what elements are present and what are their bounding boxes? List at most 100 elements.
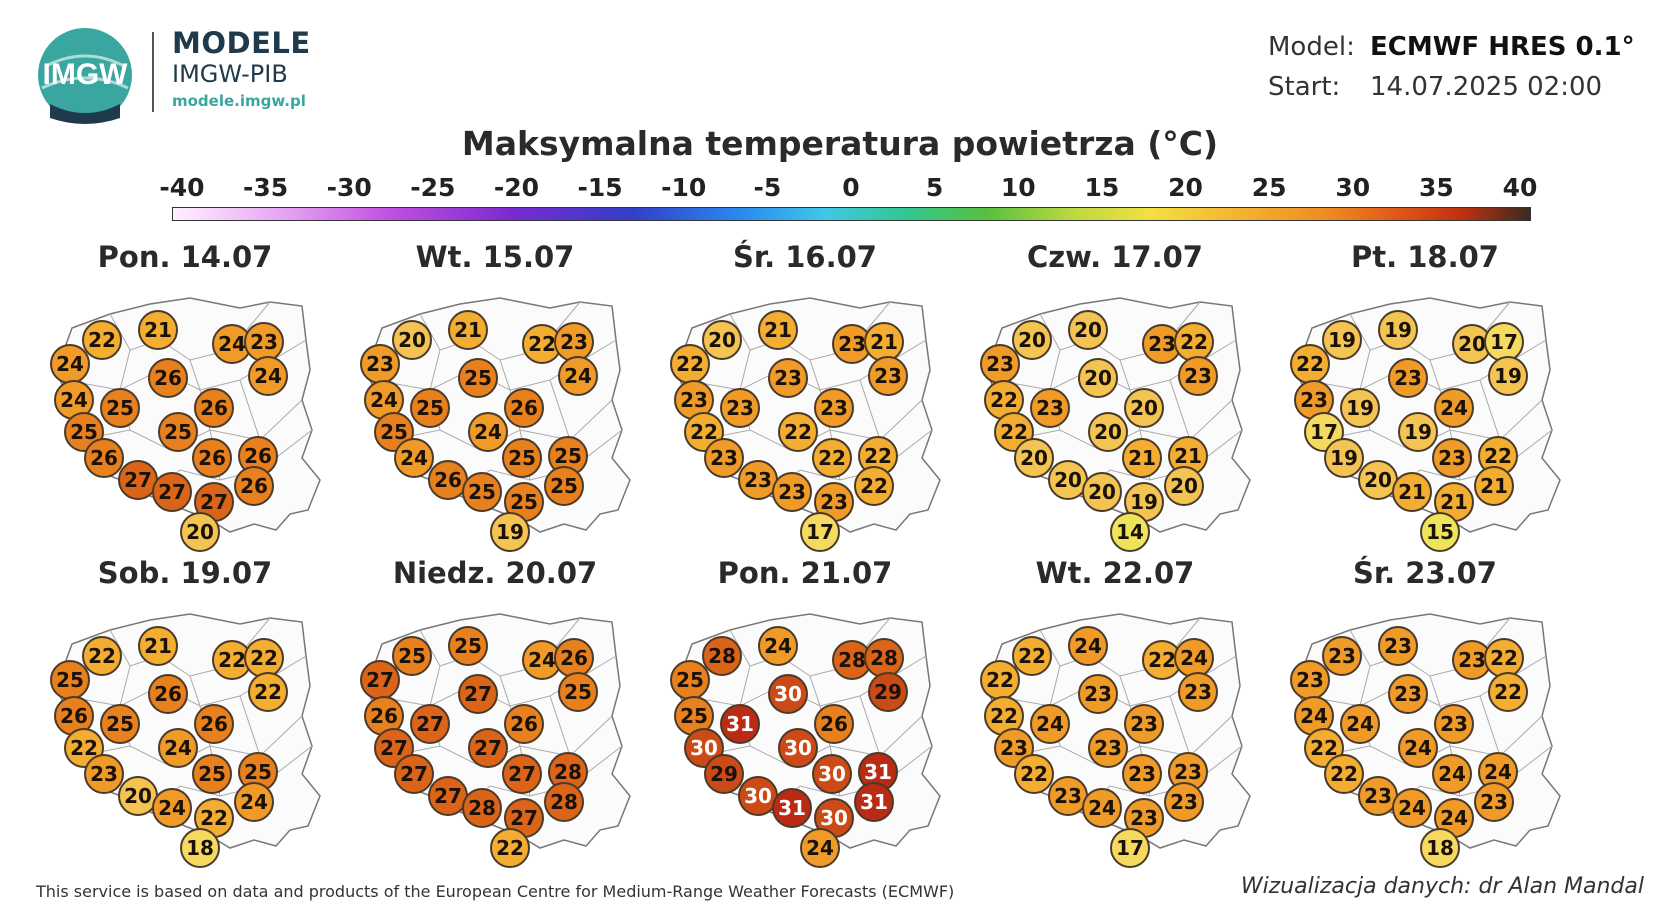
temperature-badge: 26: [504, 388, 544, 428]
temperature-badge: 22: [980, 660, 1020, 700]
temperature-badge: 21: [1122, 438, 1162, 478]
temperature-badge: 22: [1014, 754, 1054, 794]
temperature-badge: 22: [82, 320, 122, 360]
temperature-badge: 21: [758, 310, 798, 350]
temperature-badge: 22: [1324, 754, 1364, 794]
temperature-badge: 22: [1290, 344, 1330, 384]
temperature-badge: 24: [800, 828, 840, 868]
temperature-badge: 20: [1068, 310, 1108, 350]
temperature-badge: 17: [1110, 828, 1150, 868]
forecast-map: Niedz. 20.07 25 25 24 27 26 25 26 27 27 27 26 27 27 27…: [340, 556, 650, 868]
temperature-badge: 20: [1012, 320, 1052, 360]
map-date-title: Śr. 16.07: [733, 240, 877, 274]
temperature-badge: 30: [812, 754, 852, 794]
map-date-title: Pon. 14.07: [97, 240, 273, 274]
forecast-map: Wt. 15.07 20 21 22 23 23 24 24 25 25 25 26 24 25 24 25 2…: [340, 240, 650, 552]
legend-tick: -10: [661, 173, 707, 202]
legend-tick: 0: [842, 173, 860, 202]
temperature-badge: 27: [394, 754, 434, 794]
temperature-badge: 22: [1012, 636, 1052, 676]
temperature-badge: 23: [1124, 704, 1164, 744]
start-info: Start: 14.07.2025 02:00: [1268, 72, 1602, 102]
temperature-badge: 22: [812, 438, 852, 478]
temperature-badge: 20: [118, 776, 158, 816]
temperature-badge: 19: [1340, 388, 1380, 428]
temperature-badge: 31: [720, 704, 760, 744]
temperature-badge: 23: [1164, 782, 1204, 822]
credit-text: Wizualizacja danych: dr Alan Mandal: [1240, 874, 1644, 899]
temperature-badge: 23: [1434, 704, 1474, 744]
temperature-badge: 23: [994, 728, 1034, 768]
temperature-badge: 23: [84, 754, 124, 794]
temperature-badge: 26: [194, 388, 234, 428]
temperature-badge: 25: [670, 660, 710, 700]
model-label: Model:: [1268, 32, 1355, 62]
temperature-badge: 23: [1378, 626, 1418, 666]
temperature-badge: 23: [1030, 388, 1070, 428]
temperature-badge: 24: [1174, 638, 1214, 678]
temperature-badge: 21: [138, 310, 178, 350]
temperature-badge: 23: [1048, 776, 1088, 816]
map-date-title: Pt. 18.07: [1351, 240, 1499, 274]
temperature-badge: 23: [704, 438, 744, 478]
temperature-badge: 25: [100, 388, 140, 428]
forecast-map: Śr. 16.07 20 21 23 22 21 23 23 23 23 22 23 22 22 23 22 2…: [650, 240, 960, 552]
temperature-badge: 17: [800, 512, 840, 552]
temperature-badge: 28: [832, 640, 872, 680]
temperature-badge: 23: [1294, 380, 1334, 420]
temperature-badge: 19: [1324, 438, 1364, 478]
temperature-badge: 24: [758, 626, 798, 666]
temperature-badge: 27: [428, 776, 468, 816]
legend-tick: 15: [1084, 173, 1120, 202]
temperature-badge: 24: [1392, 788, 1432, 828]
legend-tick: 5: [925, 173, 944, 202]
map-date-title: Niedz. 20.07: [392, 556, 598, 590]
temperature-badge: 25: [448, 626, 488, 666]
start-value: 14.07.2025 02:00: [1370, 72, 1603, 102]
temperature-badge: 26: [192, 438, 232, 478]
temperature-badge: 20: [1164, 466, 1204, 506]
temperature-badge: 27: [458, 674, 498, 714]
model-value: ECMWF HRES 0.1°: [1370, 32, 1635, 62]
temperature-badge: 19: [1124, 482, 1164, 522]
temperature-badge: 22: [248, 672, 288, 712]
temperature-badge: 30: [684, 728, 724, 768]
temperature-badge: 24: [1082, 788, 1122, 828]
temperature-badge: 28: [462, 788, 502, 828]
temperature-badge: 27: [504, 798, 544, 838]
temperature-badge: 17: [1484, 322, 1524, 362]
temperature-badge: 21: [448, 310, 488, 350]
temperature-badge: 18: [180, 828, 220, 868]
temperature-badge: 20: [1078, 358, 1118, 398]
forecast-map: Sob. 19.07 22 21 22 25 22 22 26 25 26 22 26 24 25 23 25…: [30, 556, 340, 868]
map-date-title: Sob. 19.07: [97, 556, 273, 590]
temperature-badge: 31: [854, 782, 894, 822]
temperature-badge: 27: [410, 704, 450, 744]
forecast-map: Wt. 22.07 22 24 22 22 24 23 22 24 23 23 23 23 23 22 23 2…: [960, 556, 1270, 868]
temperature-badge: 20: [702, 320, 742, 360]
temperature-badge: 23: [1474, 782, 1514, 822]
temperature-badge: 28: [544, 782, 584, 822]
temperature-badge: 24: [394, 438, 434, 478]
temperature-badge: 25: [158, 412, 198, 452]
temperature-badge: 25: [458, 358, 498, 398]
temperature-badge: 22: [670, 344, 710, 384]
temperature-badge: 29: [704, 754, 744, 794]
temperature-badge: 25: [504, 482, 544, 522]
forecast-map: Czw. 17.07 20 20 23 23 22 23 22 23 20 22 20 20 21 20 21…: [960, 240, 1270, 552]
brand-url[interactable]: modele.imgw.pl: [172, 92, 306, 110]
legend-tick: -15: [577, 173, 623, 202]
temperature-badge: 24: [50, 344, 90, 384]
forecast-map: Pon. 21.07 28 24 28 25 28 29 25 31 30 30 26 30 30 29 31…: [650, 556, 960, 868]
temperature-badge: 23: [1290, 660, 1330, 700]
temperature-badge: 26: [148, 674, 188, 714]
brand-divider: [152, 32, 154, 112]
temperature-badge: 20: [392, 320, 432, 360]
temperature-badge: 26: [148, 358, 188, 398]
temperature-badge: 19: [1378, 310, 1418, 350]
legend-tick: 10: [1000, 173, 1036, 202]
temperature-badge: 22: [244, 638, 284, 678]
temperature-badge: 23: [244, 322, 284, 362]
temperature-badge: 19: [1488, 356, 1528, 396]
legend-tick: 40: [1502, 173, 1538, 202]
